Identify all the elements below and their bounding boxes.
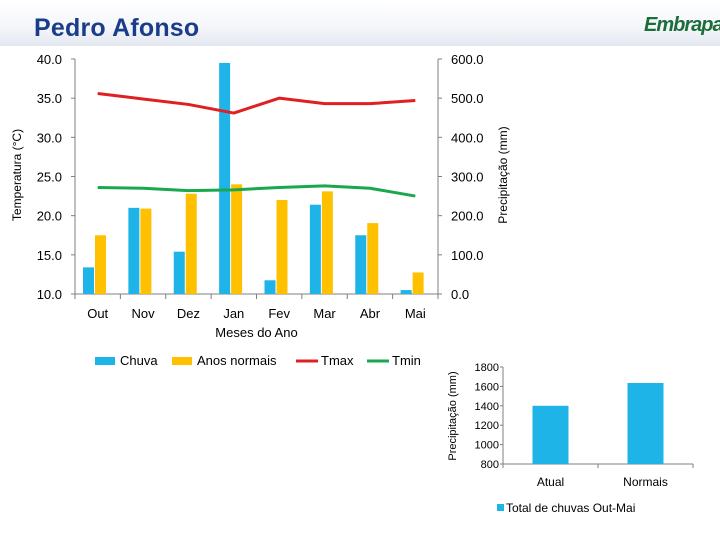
bar-normais-mar [321, 191, 333, 294]
bar-chuva-nov [128, 207, 140, 294]
bar-normais-jan [231, 184, 243, 294]
y-tick-label-left: 25.0 [37, 170, 62, 185]
inset-y-tick-label: 800 [481, 459, 499, 471]
inset-y-axis-title: Precipitação (mm) [447, 371, 459, 460]
y-tick-label-right: 300.0 [451, 170, 484, 185]
inset-y-tick-label: 1800 [475, 362, 499, 374]
bar-chuva-mai [400, 290, 412, 294]
x-tick-label: Mar [313, 306, 336, 321]
x-tick-label: Mai [405, 306, 426, 321]
bar-chuva-dez [173, 251, 185, 294]
y-tick-label-left: 35.0 [37, 91, 62, 106]
inset-y-tick-label: 1400 [475, 401, 499, 413]
inset-y-tick-label: 1200 [475, 420, 499, 432]
legend-label-normais: Anos normais [197, 353, 277, 368]
inset-x-tick-label: Atual [537, 475, 564, 489]
y-tick-label-left: 20.0 [37, 209, 62, 224]
y-tick-label-right: 200.0 [451, 209, 484, 224]
line-tmin [97, 184, 416, 198]
bar-chuva-mar [309, 204, 321, 294]
embrapa-logo: Embrapa [640, 12, 720, 42]
logo-text: Embrapa [644, 14, 720, 36]
page-title: Pedro Afonso [34, 14, 200, 42]
inset-y-tick-label: 1000 [475, 440, 499, 452]
x-tick-label: Abr [360, 306, 381, 321]
y-tick-label-left: 10.0 [37, 287, 62, 302]
inset-bar-atual [532, 405, 569, 464]
inset-x-tick-label: Normais [623, 475, 668, 489]
x-tick-label: Fev [268, 306, 290, 321]
bar-chuva-fev [264, 280, 276, 294]
y-tick-label-left: 40.0 [37, 52, 62, 67]
x-tick-label: Jan [223, 306, 244, 321]
y-tick-label-right: 400.0 [451, 130, 484, 145]
bar-normais-fev [276, 200, 288, 294]
legend-label-tmin: Tmin [392, 353, 421, 368]
bar-normais-dez [185, 193, 197, 294]
legend-swatch-normais [172, 357, 192, 365]
y-tick-label-left: 15.0 [37, 248, 62, 263]
bar-chuva-jan [219, 62, 231, 294]
legend-swatch-chuva [95, 357, 115, 365]
y-tick-label-right: 600.0 [451, 52, 484, 67]
y-axis-title-right: Precipitação (mm) [496, 126, 510, 223]
bar-chuva-abr [355, 235, 367, 294]
inset-y-tick-label: 1600 [475, 381, 499, 393]
bar-normais-abr [367, 223, 379, 294]
legend-label-chuva: Chuva [120, 353, 158, 368]
bar-normais-nov [140, 208, 152, 294]
x-tick-label: Out [87, 306, 108, 321]
x-tick-label: Dez [177, 306, 200, 321]
line-tmax [97, 91, 416, 115]
header-bar: Pedro Afonso Embrapa [0, 0, 720, 46]
inset-bar-normais [627, 383, 664, 464]
inset-legend-label: Total de chuvas Out-Mai [506, 501, 635, 515]
bar-chuva-out [83, 267, 94, 294]
x-tick-label: Nov [132, 306, 156, 321]
y-tick-label-left: 30.0 [37, 130, 62, 145]
bar-normais-out [95, 235, 106, 294]
y-tick-label-right: 100.0 [451, 248, 484, 263]
y-axis-title-left: Temperatura (°C) [10, 129, 24, 221]
y-tick-label-right: 500.0 [451, 91, 484, 106]
bar-normais-mai [412, 272, 424, 294]
y-tick-label-right: 0.0 [451, 287, 469, 302]
legend-label-tmax: Tmax [321, 353, 354, 368]
x-axis-title: Meses do Ano [215, 325, 297, 340]
inset-legend-swatch [497, 504, 504, 511]
